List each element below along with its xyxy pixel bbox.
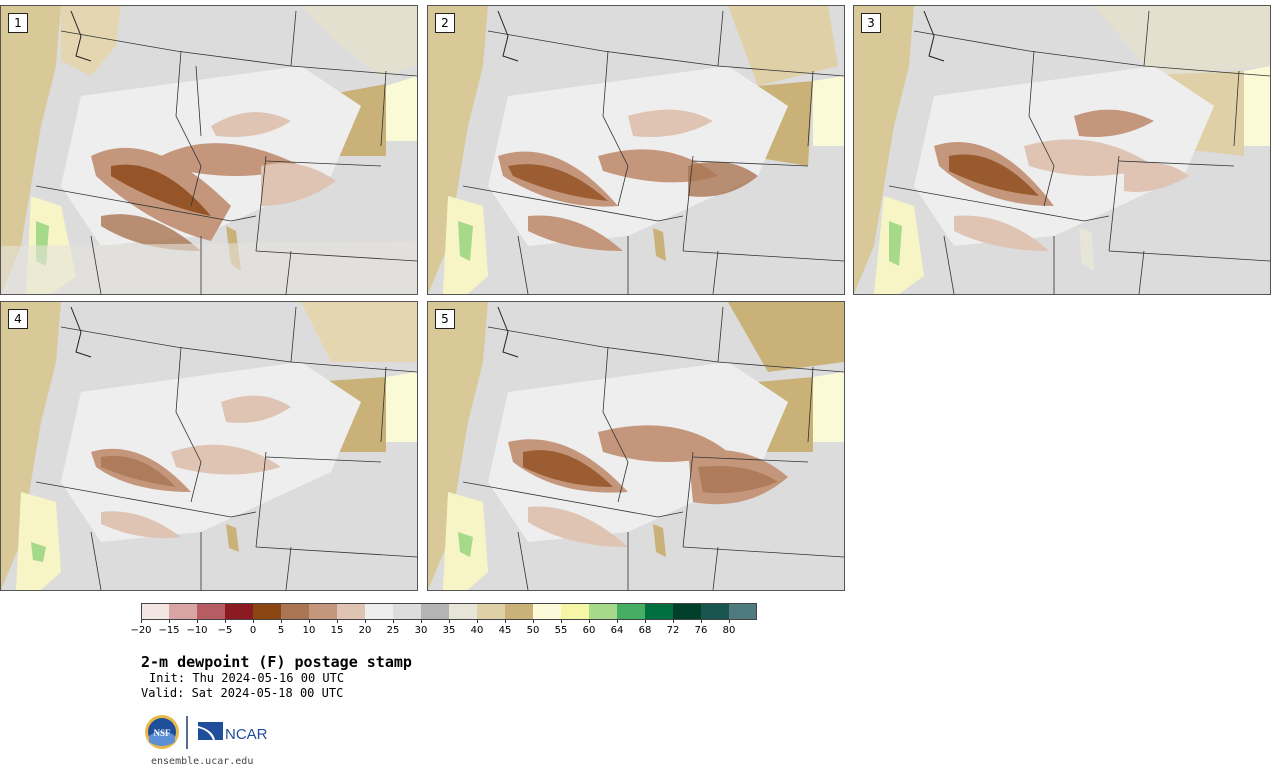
website-url: ensemble.ucar.edu (151, 756, 254, 767)
colorbar-tick-label: 60 (582, 625, 596, 636)
product-title: 2-m dewpoint (F) postage stamp (141, 653, 412, 671)
colorbar-tick-label: 76 (694, 625, 708, 636)
colorbar-swatch (589, 603, 617, 620)
colorbar-tick-label: 10 (302, 625, 316, 636)
member-number-badge: 1 (8, 13, 28, 33)
colorbar-tick-label: 40 (470, 625, 484, 636)
colorbar-swatch (197, 603, 225, 620)
ensemble-member-panel-3: 3 (853, 5, 1271, 295)
colorbar-swatch (645, 603, 673, 620)
dewpoint-map-3 (854, 6, 1270, 294)
logos: NSF NCAR (145, 715, 268, 749)
colorbar-tick-label: 15 (330, 625, 344, 636)
colorbar-tick-label: −20 (130, 625, 152, 636)
member-number-badge: 2 (435, 13, 455, 33)
colorbar-swatch (673, 603, 701, 620)
dewpoint-map-2 (428, 6, 844, 294)
ncar-logo-icon: NCAR (198, 722, 268, 743)
colorbar-tick-label: 50 (526, 625, 540, 636)
colorbar-swatch (701, 603, 729, 620)
dewpoint-map-4 (1, 302, 417, 590)
colorbar-tick-label: −5 (217, 625, 233, 636)
nsf-logo-icon: NSF (145, 715, 179, 749)
colorbar-swatch (449, 603, 477, 620)
nsf-logo-text: NSF (153, 728, 171, 738)
colorbar-swatch (505, 603, 533, 620)
colorbar-outline (141, 603, 757, 620)
init-time: Init: Thu 2024-05-16 00 UTC (149, 671, 345, 685)
colorbar-swatch (533, 603, 561, 620)
member-number-badge: 5 (435, 309, 455, 329)
colorbar-tick-label: −15 (158, 625, 180, 636)
colorbar-swatch (561, 603, 589, 620)
colorbar-tick-label: 0 (249, 625, 257, 636)
member-number-badge: 3 (861, 13, 881, 33)
colorbar-tick-label: 25 (386, 625, 400, 636)
colorbar-tick-label: 68 (638, 625, 652, 636)
dewpoint-map-5 (428, 302, 844, 590)
colorbar-tick-label: 35 (442, 625, 456, 636)
colorbar-swatch (309, 603, 337, 620)
colorbar-tick-label: 20 (358, 625, 372, 636)
member-number-badge: 4 (8, 309, 28, 329)
colorbar-tick-label: 5 (277, 625, 285, 636)
colorbar-tick-label: 45 (498, 625, 512, 636)
colorbar-swatch (365, 603, 393, 620)
ensemble-member-panel-4: 4 (0, 301, 418, 591)
colorbar-swatch (253, 603, 281, 620)
colorbar-swatch (141, 603, 169, 620)
colorbar-swatch (393, 603, 421, 620)
colorbar-swatch (281, 603, 309, 620)
colorbar-swatch (617, 603, 645, 620)
colorbar-tick-label: 64 (610, 625, 624, 636)
dewpoint-map-1 (1, 6, 417, 294)
valid-time: Valid: Sat 2024-05-18 00 UTC (141, 686, 344, 700)
colorbar-swatch (169, 603, 197, 620)
colorbar-swatch (421, 603, 449, 620)
colorbar-swatch (337, 603, 365, 620)
colorbar-tick-label: 30 (414, 625, 428, 636)
colorbar-swatch (477, 603, 505, 620)
colorbar-swatch (729, 603, 757, 620)
colorbar-tick-label: −10 (186, 625, 208, 636)
ensemble-member-panel-5: 5 (427, 301, 845, 591)
colorbar-tick-label: 55 (554, 625, 568, 636)
ensemble-member-panel-2: 2 (427, 5, 845, 295)
colorbar-tick-label: 72 (666, 625, 680, 636)
colorbar-tick-label: 80 (722, 625, 736, 636)
ensemble-member-panel-1: 1 (0, 5, 418, 295)
ncar-logo-text: NCAR (225, 726, 268, 743)
colorbar-swatch (225, 603, 253, 620)
dewpoint-colorbar (141, 603, 757, 623)
